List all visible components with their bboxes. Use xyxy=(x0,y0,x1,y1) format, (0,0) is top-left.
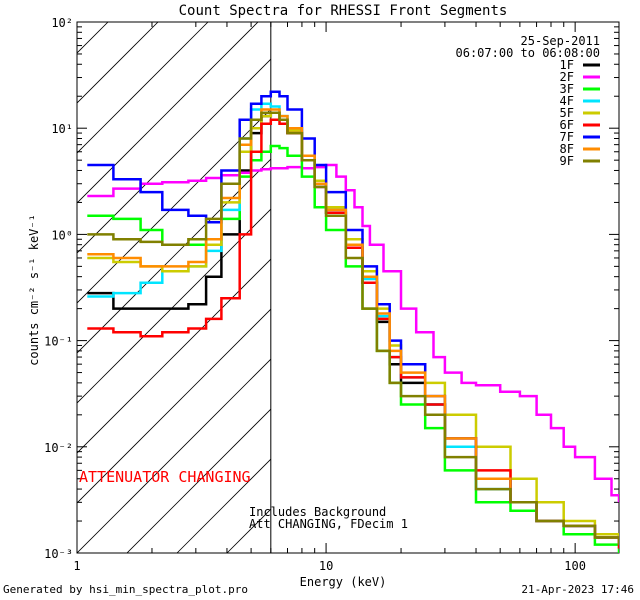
footer-timestamp: 21-Apr-2023 17:46 xyxy=(521,583,634,596)
x-tick-label: 10 xyxy=(319,559,333,573)
footer-generated-by: Generated by hsi_min_spectra_plot.pro xyxy=(3,583,249,596)
x-tick-label: 1 xyxy=(73,559,80,573)
legend-label: 5F xyxy=(560,106,574,120)
hatch-line xyxy=(126,408,271,553)
y-tick-label: 10¹ xyxy=(51,122,73,136)
legend-label: 1F xyxy=(560,58,574,72)
series-group xyxy=(87,90,619,553)
legend-label: 3F xyxy=(560,82,574,96)
legend-label: 6F xyxy=(560,118,574,132)
hatch-line xyxy=(77,358,271,553)
hatch-line xyxy=(77,108,271,304)
series-line-9F xyxy=(87,111,619,545)
y-tick-label: 10² xyxy=(51,16,73,30)
series-line-2F xyxy=(87,163,619,503)
series-line-3F xyxy=(87,144,619,553)
legend-label: 7F xyxy=(560,130,574,144)
background-note: Includes Background xyxy=(249,505,386,519)
y-tick-label: 10⁰ xyxy=(51,228,73,242)
hatch-line xyxy=(77,258,271,454)
hatch-line xyxy=(77,308,271,504)
legend-label: 8F xyxy=(560,142,574,156)
x-axis-label: Energy (keV) xyxy=(300,575,387,589)
attenuator-note: Att CHANGING, FDecim 1 xyxy=(249,517,408,531)
attenuator-changing-label: ATTENUATOR CHANGING xyxy=(79,468,251,486)
time-range-label: 06:07:00 to 06:08:00 xyxy=(456,46,601,60)
hatch-line xyxy=(77,58,271,254)
y-tick-label: 10⁻¹ xyxy=(44,335,73,349)
legend-label: 4F xyxy=(560,94,574,108)
hatch-line xyxy=(226,508,271,553)
date-label: 25-Sep-2011 xyxy=(521,34,600,48)
plot-frame xyxy=(76,21,620,554)
legend-label: 2F xyxy=(560,70,574,84)
y-axis-label: counts cm⁻² s⁻¹ keV⁻¹ xyxy=(27,214,41,366)
legend-label: 9F xyxy=(560,154,574,168)
chart-title: Count Spectra for RHESSI Front Segments xyxy=(179,3,508,19)
y-tick-label: 10⁻³ xyxy=(44,547,73,561)
y-axis: 10⁻³ 10⁻² 10⁻¹ 10⁰ 10¹ 10² xyxy=(44,16,619,561)
y-tick-label: 10⁻² xyxy=(44,441,73,455)
x-tick-label: 100 xyxy=(564,559,586,573)
